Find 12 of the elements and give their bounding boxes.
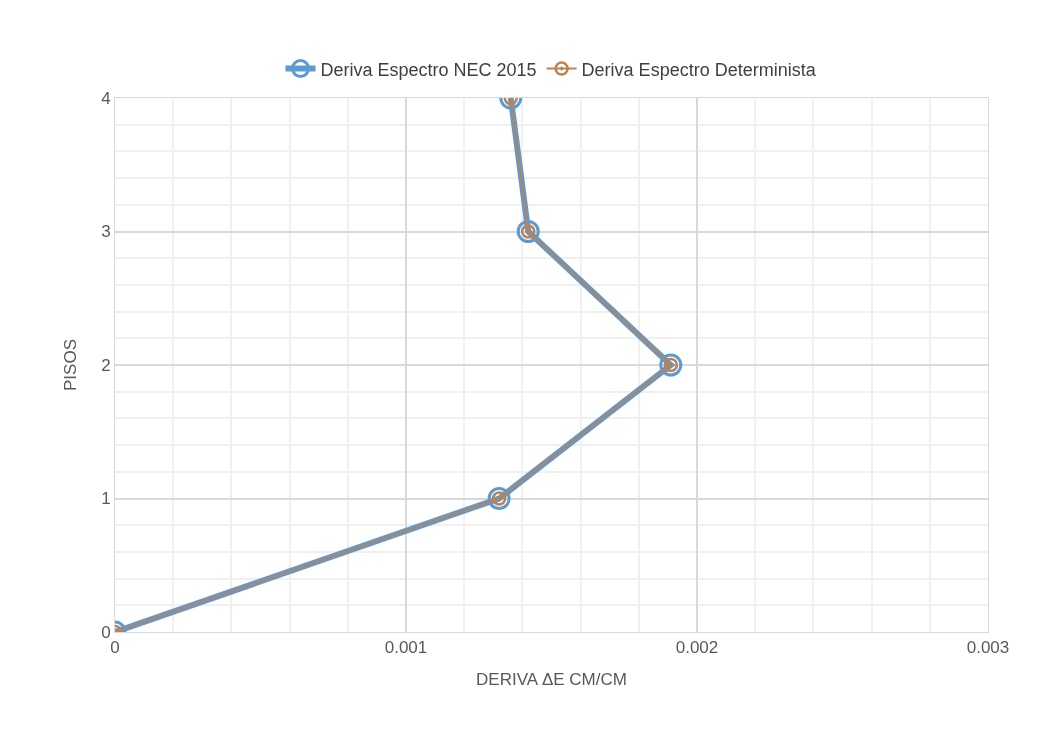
y-tick-label: 3 [101,222,111,242]
y-axis-title: PISOS [60,339,80,391]
legend-label: Deriva Espectro Determinista [581,59,817,80]
x-tick-label: 0.001 [384,638,428,658]
x-tick-label: 0.003 [966,638,1010,658]
y-tick-label: 0 [101,622,111,642]
y-tick-label: 1 [101,489,111,509]
legend-label: Deriva Espectro NEC 2015 [320,59,537,80]
y-tick-label: 2 [101,355,111,375]
x-axis-title: DERIVA ΔE CM/CM [476,669,627,689]
y-tick-label: 4 [101,88,111,108]
x-tick-label: 0.002 [675,638,719,658]
